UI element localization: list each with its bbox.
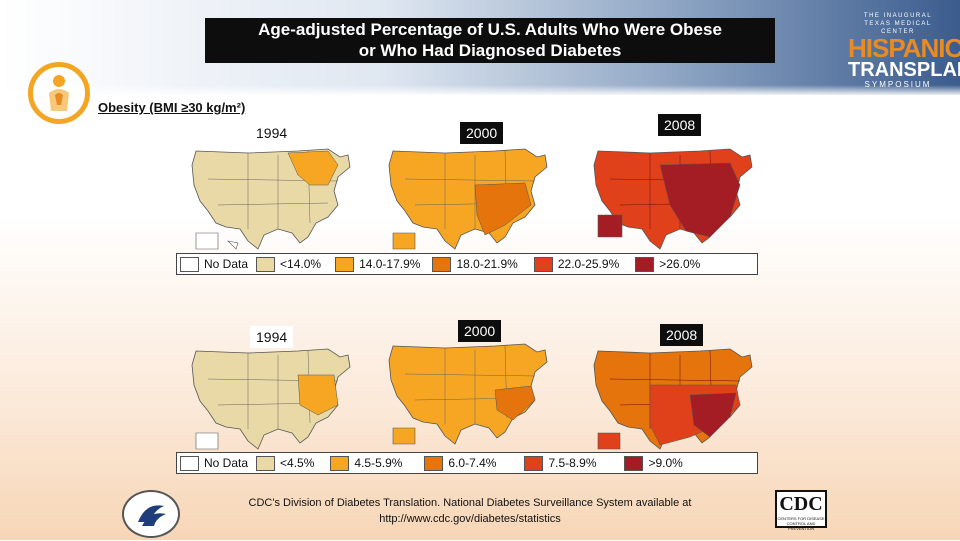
source-line-1: CDC's Division of Diabetes Translation. … [248,497,692,509]
legend-label: No Data [204,456,249,470]
legend-item: No Data [180,455,249,471]
hhs-seal-icon [122,490,180,538]
map-diabetes-1994 [191,348,351,450]
obesity-year-2000: 2000 [460,122,504,144]
map-obesity-2000 [388,148,548,250]
cdc-logo: CDC CENTERS FOR DISEASE CONTROL AND PREV… [775,490,827,531]
hispanic-transplant-logo: THE INAUGURAL TEXAS MEDICAL CENTER HISPA… [848,12,960,89]
legend-item: >9.0% [624,455,683,471]
logo-hispanic: HISPANIC [848,33,960,63]
legend-item: No Data [180,256,249,272]
legend-label: 14.0-17.9% [359,257,421,271]
legend-label: 22.0-25.9% [557,257,620,271]
logo-tmc: TEXAS MEDICAL CENTER [864,21,932,35]
map-obesity-1994 [191,148,351,250]
legend-swatch [330,455,350,471]
legend-label: 4.5-5.9% [354,456,403,470]
obesity-legend: No Data <14.0% 14.0-17.9% 18.0-21.9% 22.… [176,253,758,275]
legend-swatch [424,455,444,471]
legend-item: 7.5-8.9% [524,455,597,471]
map-diabetes-2008 [593,348,753,450]
legend-item: 14.0-17.9% [335,256,421,272]
legend-item: 4.5-5.9% [330,455,403,471]
cdc-logo-sub: CENTERS FOR DISEASE CONTROL AND PREVENTI… [777,516,825,531]
legend-swatch [635,256,655,272]
title-line-1: Age-adjusted Percentage of U.S. Adults W… [258,20,722,39]
symposium-logo-icon [28,62,90,124]
map-obesity-2008 [593,148,753,250]
legend-item: <14.0% [256,256,322,272]
logo-inaugural: THE INAUGURAL [863,13,933,19]
legend-swatch [524,455,544,471]
legend-label: No Data [204,257,249,271]
legend-item: >26.0% [635,256,701,272]
logo-symposium: SYMPOSIUM [864,80,932,89]
legend-swatch [533,256,553,272]
diabetes-year-2008: 2008 [660,324,704,346]
legend-swatch [335,256,355,272]
slide-title: Age-adjusted Percentage of U.S. Adults W… [205,18,775,63]
legend-label: 7.5-8.9% [548,456,597,470]
logo-transplant: TRANSPLANT [848,59,960,81]
legend-item: 6.0-7.4% [424,455,497,471]
legend-label: 6.0-7.4% [448,456,497,470]
obesity-year-2008: 2008 [658,114,702,136]
diabetes-legend: No Data <4.5% 4.5-5.9% 6.0-7.4% 7.5-8.9%… [176,452,758,474]
legend-item: <4.5% [256,455,315,471]
legend-label: 18.0-21.9% [456,257,518,271]
diabetes-year-1994: 1994 [250,326,294,348]
diabetes-year-2000: 2000 [458,320,502,342]
legend-label: <14.0% [280,257,322,271]
source-line-2[interactable]: http://www.cdc.gov/diabetes/statistics [379,513,561,525]
legend-swatch [256,256,276,272]
map-diabetes-2000 [388,343,548,445]
legend-label: >26.0% [659,257,701,271]
legend-swatch [180,256,199,272]
legend-swatch [432,256,452,272]
obesity-year-1994: 1994 [250,122,294,144]
title-line-2: or Who Had Diagnosed Diabetes [358,41,622,60]
source-citation: CDC's Division of Diabetes Translation. … [215,495,725,527]
legend-label: <4.5% [280,456,315,470]
legend-item: 22.0-25.9% [533,256,620,272]
legend-swatch [624,455,644,471]
legend-item: 18.0-21.9% [432,256,518,272]
legend-swatch [256,455,276,471]
legend-swatch [180,455,199,471]
legend-label: >9.0% [648,456,683,470]
cdc-logo-word: CDC [779,493,823,515]
obesity-section-label: Obesity (BMI ≥30 kg/m²) [98,100,246,115]
